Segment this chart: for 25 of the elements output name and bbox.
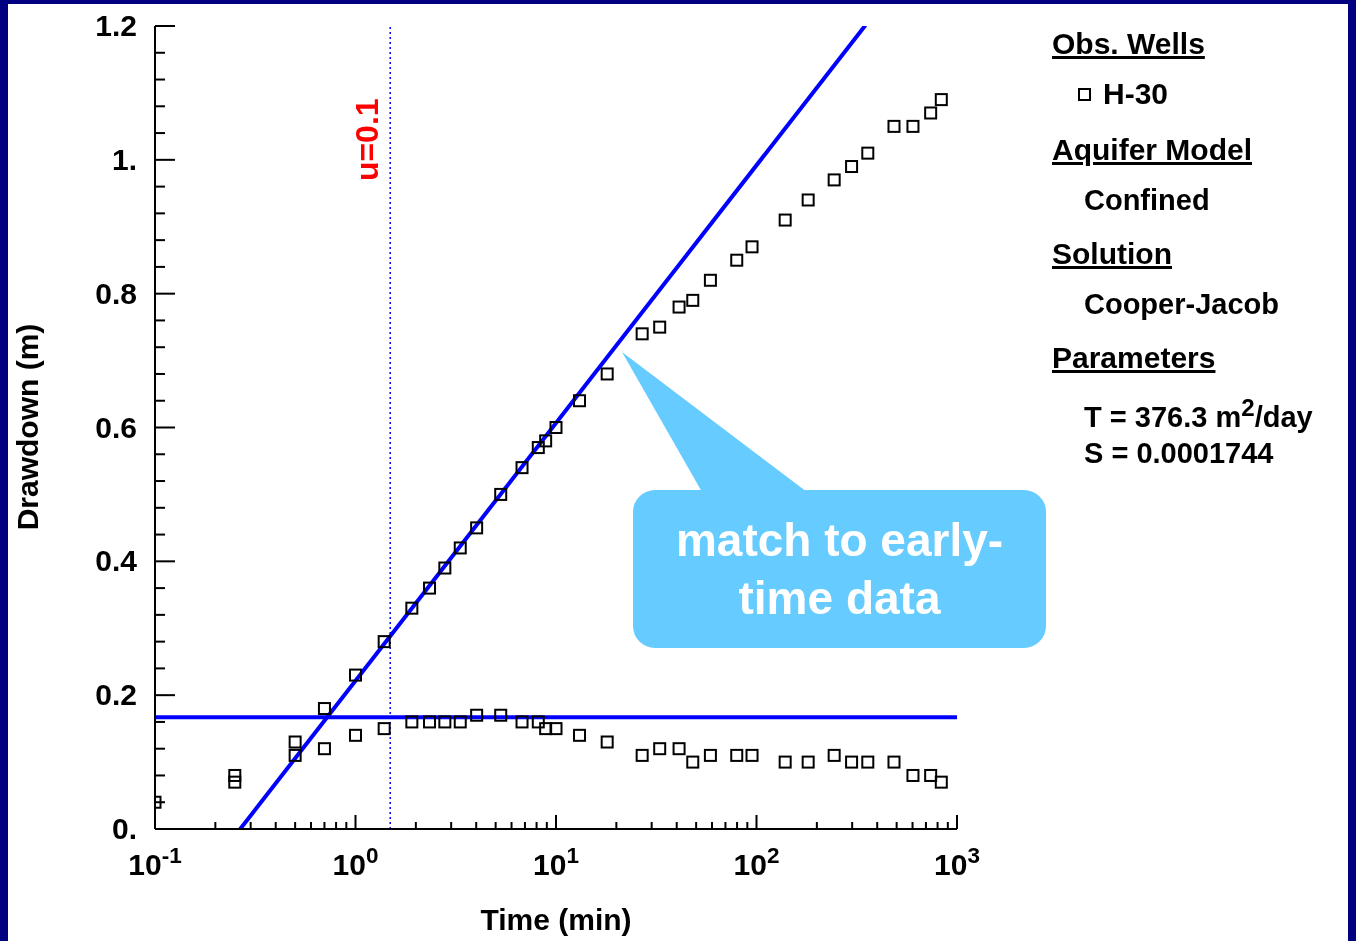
- legend-title: Obs. Wells: [1052, 26, 1206, 62]
- y-tick-label: 1.2: [95, 9, 137, 42]
- text: S = 0.0001744: [1084, 436, 1274, 469]
- y-tick-label: 0.6: [95, 410, 137, 444]
- text: Solution: [1052, 237, 1172, 270]
- x-tick-label: 10$^{1}$: [533, 842, 579, 881]
- text: T = 376.3 m$^{2}$/day: [1084, 394, 1313, 433]
- y-tick-label: 0.2: [95, 678, 137, 712]
- y-tick-label: 0.: [111, 812, 137, 845]
- text: Cooper-Jacob: [1084, 288, 1279, 320]
- annotation: match to early-time data: [675, 514, 1004, 624]
- x-tick-label: 10$^{2}$: [733, 842, 780, 881]
- x-tick-label: 10$^{3}$: [934, 842, 980, 881]
- text: Parameters: [1052, 341, 1216, 374]
- y-tick-label: 0.8: [95, 276, 137, 310]
- y-tick-label: 1.: [111, 142, 137, 176]
- x-axis-title: Time (min): [480, 903, 632, 936]
- text: Aquifer Model: [1052, 133, 1252, 166]
- y-axis-title: Drawdown (m): [11, 323, 44, 531]
- text: Confined: [1084, 184, 1210, 216]
- x-tick-label: 10$^{-1}$: [128, 842, 182, 881]
- x-tick-label: 10$^{0}$: [332, 842, 379, 881]
- annotation: u=0.1: [349, 98, 386, 182]
- y-tick-label: 0.4: [95, 544, 138, 578]
- legend-label: H-30: [1103, 76, 1169, 112]
